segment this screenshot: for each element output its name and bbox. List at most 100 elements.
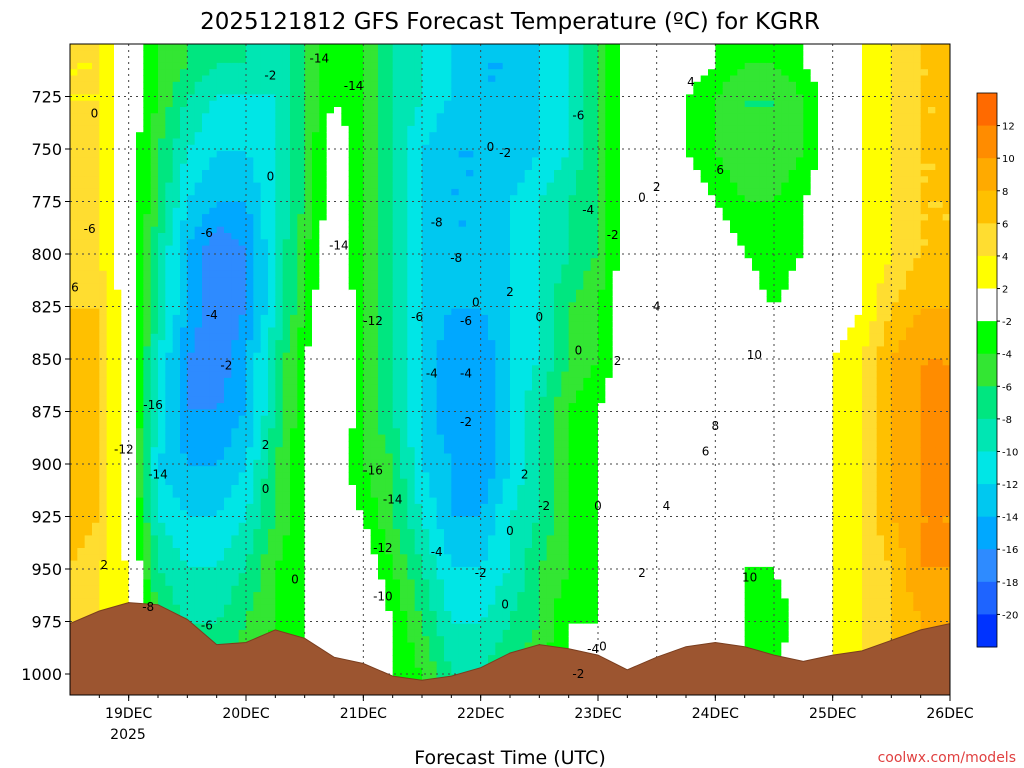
temperature-cell [414,447,423,455]
temperature-cell [319,428,328,436]
temperature-cell [194,119,203,127]
temperature-cell [268,69,276,77]
temperature-cell [246,201,254,209]
temperature-cell [326,69,335,77]
temperature-cell [312,226,320,234]
temperature-cell [99,390,108,398]
temperature-cell [158,277,166,284]
temperature-cell [348,264,357,272]
temperature-cell [150,384,159,392]
temperature-cell [106,592,115,599]
temperature-cell [143,233,152,240]
temperature-cell [326,541,335,549]
temperature-cell [407,163,416,171]
temperature-cell [150,522,159,530]
temperature-cell [187,352,196,360]
temperature-cell [414,151,423,158]
temperature-cell [407,251,416,259]
temperature-cell [312,541,320,549]
temperature-cell [253,604,262,612]
temperature-cell [334,258,342,266]
temperature-cell [128,302,137,310]
temperature-cell [231,636,240,644]
temperature-cell [326,623,335,631]
temperature-cell [209,440,218,448]
temperature-cell [326,409,335,417]
temperature-cell [194,529,203,536]
temperature-cell [172,579,181,587]
temperature-cell [180,352,188,360]
temperature-cell [275,371,284,379]
temperature-cell [297,56,306,64]
temperature-cell [392,510,401,518]
temperature-cell [356,655,364,662]
temperature-cell [84,554,93,562]
temperature-cell [268,598,276,606]
temperature-cell [231,44,240,51]
temperature-cell [70,176,78,184]
temperature-cell [319,69,328,77]
temperature-cell [334,302,342,310]
temperature-cell [70,573,78,581]
temperature-cell [187,226,196,234]
temperature-cell [275,125,284,133]
temperature-cell [187,125,196,133]
temperature-cell [165,69,174,77]
temperature-cell [385,144,394,152]
temperature-cell [297,629,306,637]
temperature-cell [194,623,203,631]
temperature-cell [224,409,232,417]
temperature-cell [326,503,335,511]
temperature-cell [363,195,372,203]
temperature-cell [290,207,298,215]
temperature-cell [348,258,357,266]
temperature-cell [370,245,379,253]
temperature-cell [348,113,357,121]
temperature-cell [282,81,291,89]
temperature-cell [99,409,108,417]
temperature-cell [385,226,394,234]
temperature-cell [202,327,210,335]
temperature-cell [209,352,218,360]
temperature-cell [414,598,423,606]
temperature-cell [77,195,86,203]
temperature-cell [304,516,313,524]
temperature-cell [341,107,350,114]
temperature-cell [319,308,328,316]
temperature-cell [348,233,357,240]
temperature-cell [326,510,335,518]
temperature-cell [400,125,408,133]
temperature-cell [99,522,108,530]
temperature-cell [282,566,291,574]
temperature-cell [348,579,357,587]
temperature-cell [378,516,386,524]
temperature-cell [70,81,78,89]
temperature-cell [260,176,269,184]
temperature-cell [363,170,372,177]
temperature-cell [319,151,328,158]
temperature-cell [385,270,394,278]
temperature-cell [319,283,328,291]
temperature-cell [114,535,122,543]
temperature-cell [150,283,159,291]
temperature-cell [275,107,284,114]
temperature-cell [231,308,240,316]
temperature-cell [121,447,130,455]
temperature-cell [334,428,342,436]
temperature-cell [246,384,254,392]
temperature-cell [290,107,298,114]
temperature-cell [238,623,247,631]
temperature-cell [407,655,416,662]
temperature-cell [334,629,342,637]
temperature-cell [136,415,144,423]
temperature-cell [392,428,401,436]
temperature-cell [392,296,401,303]
temperature-cell [106,289,115,297]
temperature-cell [106,308,115,316]
temperature-cell [172,88,181,95]
temperature-cell [165,289,174,297]
temperature-cell [136,340,144,347]
temperature-cell [378,346,386,354]
temperature-cell [128,598,137,606]
temperature-cell [363,503,372,511]
